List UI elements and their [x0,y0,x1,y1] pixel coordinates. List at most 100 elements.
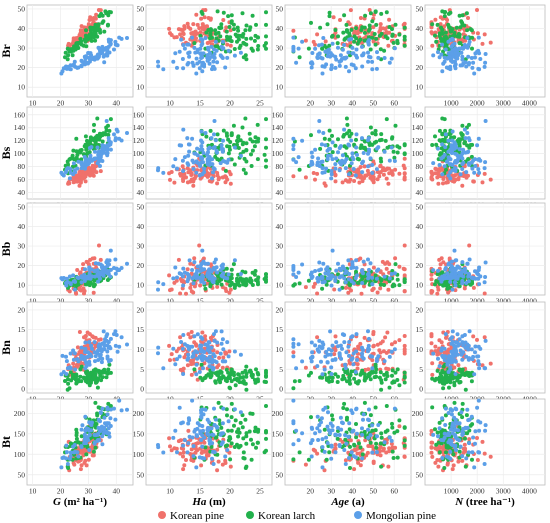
point-mongolian-pine [180,274,185,279]
x-tick-label: 3000 [496,99,511,108]
y-tick-label: 140 [412,123,424,132]
point-korean-pine [87,170,92,175]
point-korean-larch [349,27,354,32]
y-tick-label: 160 [272,110,284,119]
point-korean-larch [368,125,373,130]
point-mongolian-pine [90,346,94,351]
point-korean-larch [373,10,378,14]
point-mongolian-pine [199,144,204,149]
point-mongolian-pine [92,340,97,345]
point-korean-larch [244,159,249,164]
point-mongolian-pine [200,41,205,46]
point-mongolian-pine [92,269,97,274]
point-mongolian-pine [366,164,371,169]
point-korean-larch [213,28,218,33]
point-korean-larch [442,378,447,382]
point-mongolian-pine [449,341,454,346]
point-mongolian-pine [212,354,217,359]
point-mongolian-pine [226,48,231,53]
point-mongolian-pine [156,64,161,69]
point-mongolian-pine [115,349,120,354]
point-korean-pine [430,372,435,377]
y-tick-label: 15 [18,325,26,334]
point-korean-pine [402,347,407,352]
point-korean-pine [199,16,204,21]
point-mongolian-pine [340,158,344,163]
point-korean-pine [86,262,91,267]
point-korean-larch [209,28,214,33]
point-mongolian-pine [330,157,335,162]
point-korean-pine [215,173,220,178]
point-korean-pine [397,171,402,176]
point-korean-pine [488,177,493,182]
point-korean-larch [93,22,98,27]
point-mongolian-pine [199,335,203,340]
point-mongolian-pine [226,157,231,162]
point-mongolian-pine [200,156,205,161]
point-mongolian-pine [173,362,178,367]
point-korean-larch [333,372,338,377]
point-mongolian-pine [338,144,343,149]
point-mongolian-pine [328,329,333,334]
y-tick-label: 5 [140,365,144,374]
point-korean-larch [341,30,346,35]
point-mongolian-pine [218,268,223,273]
point-mongolian-pine [309,270,314,275]
point-mongolian-pine [446,138,451,143]
point-korean-larch [264,145,268,150]
point-korean-pine [441,177,446,181]
y-tick-label: 50 [276,202,284,211]
point-mongolian-pine [458,172,463,177]
point-mongolian-pine [450,163,455,167]
point-mongolian-pine [476,136,481,141]
point-korean-larch [91,31,96,36]
point-korean-larch [374,139,379,144]
point-korean-larch [235,25,240,30]
point-korean-larch [93,367,98,372]
point-korean-larch [108,370,113,375]
point-korean-larch [71,372,76,377]
point-korean-larch [107,10,112,14]
point-korean-larch [395,378,400,382]
point-korean-pine [375,342,380,347]
point-korean-larch [382,372,387,377]
point-mongolian-pine [323,49,328,54]
point-mongolian-pine [476,167,481,172]
point-mongolian-pine [64,354,68,359]
y-tick-label: 0 [419,385,423,394]
point-korean-larch [243,28,248,33]
point-korean-larch [252,144,257,149]
point-mongolian-pine [310,274,315,279]
point-korean-larch [352,39,357,44]
y-tick-label: 40 [137,24,145,33]
point-korean-pine [197,26,202,31]
point-korean-larch [224,131,229,136]
point-korean-larch [229,13,234,18]
point-mongolian-pine [453,372,458,376]
point-korean-larch [66,53,71,58]
point-korean-larch [393,22,398,27]
point-korean-larch [199,362,204,367]
point-mongolian-pine [360,136,364,141]
x-tick-label: 30 [327,99,335,108]
point-korean-larch [402,25,407,30]
point-mongolian-pine [65,166,70,171]
point-mongolian-pine [342,43,347,47]
point-korean-larch [256,282,260,287]
point-korean-larch [256,44,261,48]
point-mongolian-pine [212,52,217,56]
point-korean-larch [460,372,465,377]
point-korean-pine [384,176,389,181]
point-mongolian-pine [71,273,76,278]
point-mongolian-pine [323,354,328,359]
y-tick-label: 0 [21,385,25,394]
point-korean-pine [198,283,203,288]
point-korean-larch [91,128,96,133]
point-korean-pine [79,24,84,29]
point-mongolian-pine [461,46,466,51]
point-mongolian-pine [65,280,70,285]
point-korean-pine [228,28,233,33]
point-mongolian-pine [64,283,69,288]
point-korean-pine [433,344,438,349]
point-mongolian-pine [203,36,208,40]
